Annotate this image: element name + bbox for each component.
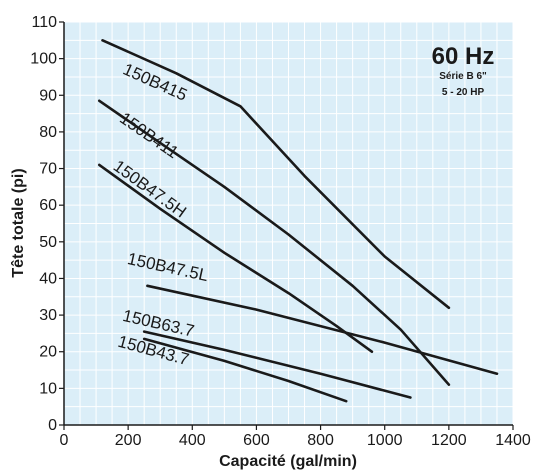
- series-line: [142, 337, 348, 403]
- y-tick-label: 20: [39, 344, 57, 361]
- tick-labels: 0 200 400 600 800 1000 1200 1400 0 10 20 30 40 50 60 70…: [30, 14, 531, 449]
- y-axis-title: Tête totale (pi): [10, 168, 27, 277]
- series-line: [98, 99, 451, 387]
- x-tick-label: 1200: [431, 432, 467, 449]
- legend-series-line: Série B 6": [439, 71, 487, 82]
- series-line: [146, 284, 499, 376]
- x-tick-label: 1400: [495, 432, 531, 449]
- series-line: [142, 330, 412, 399]
- x-tick-label: 1000: [367, 432, 403, 449]
- x-tick-label: 600: [243, 432, 270, 449]
- grid: [63, 21, 514, 426]
- x-tick-label: 400: [179, 432, 206, 449]
- y-tick-label: 110: [31, 14, 57, 31]
- legend-power-line: 5 - 20 HP: [442, 87, 485, 98]
- y-tick-label: 50: [39, 234, 57, 251]
- y-tick-label: 40: [39, 270, 57, 287]
- series-lines: [98, 38, 499, 403]
- y-tick-label: 100: [30, 51, 57, 68]
- x-tick-label: 200: [115, 432, 142, 449]
- x-axis-title: Capacité (gal/min): [219, 453, 357, 470]
- y-tick-label: 80: [39, 124, 57, 141]
- y-tick-label: 30: [39, 307, 57, 324]
- series-line: [98, 163, 374, 354]
- legend-box: 60 Hz Série B 6" 5 - 20 HP: [432, 43, 495, 98]
- y-tick-label: 90: [39, 87, 57, 104]
- y-tick-label: 60: [39, 197, 57, 214]
- x-tick-label: 0: [60, 432, 69, 449]
- y-tick-label: 0: [48, 417, 57, 434]
- legend-frequency: 60 Hz: [432, 43, 495, 70]
- series-line: [101, 38, 451, 310]
- x-tick-label: 800: [307, 432, 334, 449]
- y-tick-label: 10: [39, 380, 57, 397]
- y-tick-label: 70: [39, 161, 57, 178]
